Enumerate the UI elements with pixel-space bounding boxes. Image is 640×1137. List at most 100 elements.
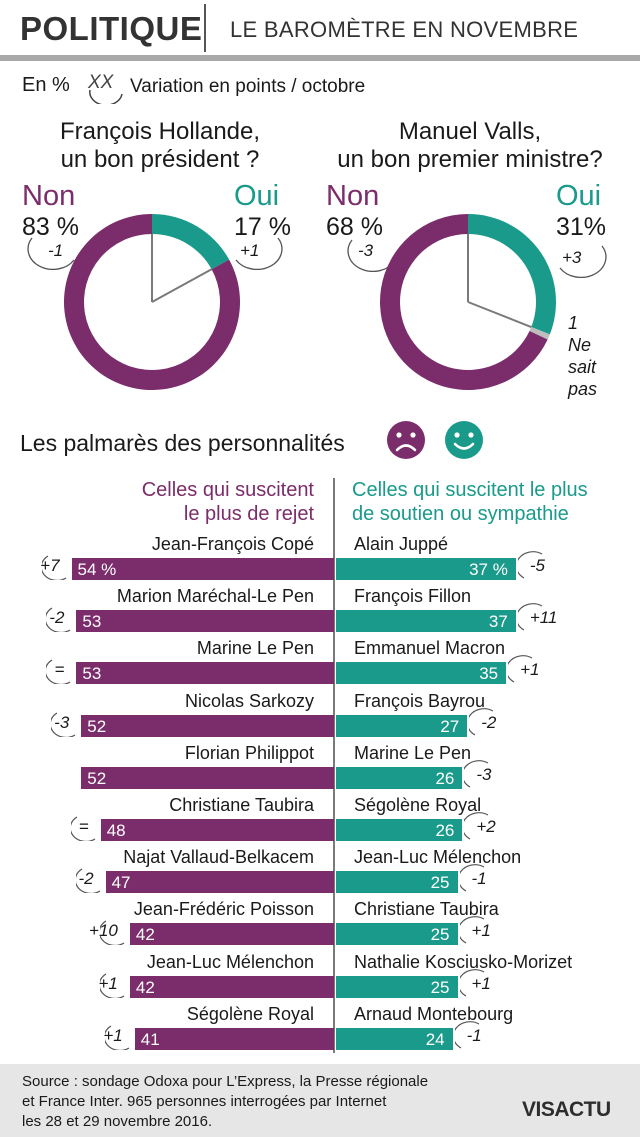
valls-question: Manuel Valls, un bon premier ministre? [330, 118, 610, 174]
right-bar [336, 871, 458, 894]
hollande-non-change: -1 [48, 241, 64, 260]
right-bar [336, 714, 468, 737]
hollande-non-label: Non [22, 180, 76, 212]
hollande-oui-value: 17 % [234, 213, 291, 241]
valls-non-value: 68 % [326, 213, 383, 241]
left-bar-label: 53 [82, 612, 102, 632]
left-bar [134, 1027, 334, 1050]
right-name: Emmanuel Macron [354, 638, 506, 659]
left-change: -2 [49, 608, 65, 628]
right-bar [336, 1027, 453, 1050]
left-change-arc [99, 973, 125, 998]
left-name: Marion Maréchal-Le Pen [116, 586, 314, 607]
right-bar-label: 26 [435, 821, 455, 840]
left-bar-label: 47 [111, 873, 131, 893]
right-change-arc [517, 603, 543, 631]
left-bar-label: 48 [106, 821, 126, 840]
right-change: +1 [520, 660, 540, 680]
right-change-arc [459, 916, 484, 944]
left-change-arc [75, 868, 100, 894]
valls-ns-line3: pas [568, 379, 598, 399]
right-change: +11 [529, 608, 558, 628]
left-bar [76, 662, 334, 685]
right-name: Alain Juppé [354, 534, 449, 554]
left-change: +10 [89, 921, 118, 941]
right-bar [336, 662, 507, 685]
hollande-oui-arc [235, 237, 283, 270]
right-bar [336, 610, 516, 633]
right-change-arc [459, 864, 484, 892]
left-change: +1 [103, 1025, 123, 1045]
source-line3: les 28 et 29 novembre 2016. [22, 1113, 213, 1130]
right-bar [336, 819, 463, 841]
left-bar [105, 871, 334, 894]
right-change-arc [464, 759, 489, 788]
valls-question-line2: un bon premier ministre? [337, 146, 603, 173]
right-change: +2 [476, 817, 496, 836]
valls-separator-line-1 [467, 301, 532, 328]
right-change: -2 [481, 712, 497, 732]
left-change-arc [46, 607, 71, 633]
right-bar-label: 27 [440, 716, 460, 736]
left-change-arc [104, 1025, 130, 1050]
hollande-question-line2: un bon président ? [60, 146, 260, 173]
right-name: Nathalie Kosciusko-Morizet [354, 951, 573, 972]
right-name: Arnaud Montebourg [354, 1003, 514, 1024]
valls-oui-value: 31% [556, 213, 607, 241]
left-change-arc [70, 816, 96, 841]
header-separator [204, 4, 206, 52]
right-bar-label: 35 [479, 664, 499, 684]
right-change: +1 [471, 973, 491, 993]
left-name: Jean-Luc Mélenchon [146, 951, 314, 972]
left-name: Florian Philippot [184, 742, 314, 763]
right-bar-label: 25 [430, 873, 450, 893]
hollande-oui-label: Oui [234, 180, 280, 212]
left-bar-label: 42 [135, 977, 155, 997]
left-column-heading: Celles qui suscitent le plus de rejet [142, 478, 314, 526]
right-bar-label: 25 [430, 977, 450, 997]
hollande-question-line1: François Hollande, [59, 118, 261, 145]
valls-ns-line2: sait [568, 357, 597, 377]
right-bar-label: 37 % [469, 560, 508, 579]
right-change-arc [508, 655, 533, 683]
right-bar [336, 923, 458, 946]
right-column-heading: Celles qui suscitent le plus de soutien … [352, 478, 588, 526]
palmares-title: Les palmarès des personnalités [20, 430, 345, 456]
left-change: +7 [40, 556, 60, 575]
left-change: -2 [78, 869, 94, 889]
right-name: Marine Le Pen [354, 742, 472, 763]
valls-ne-sait-pas: 1 Ne sait pas [568, 312, 597, 400]
sad-face-icon [387, 421, 425, 459]
right-change: -5 [529, 556, 545, 575]
left-change-arc [99, 920, 125, 946]
hollande-donut [63, 214, 240, 390]
right-heading-line2: de soutien ou sympathie [352, 503, 569, 525]
left-bar-label: 52 [87, 716, 107, 736]
right-bar-label: 25 [430, 925, 450, 945]
right-change: -3 [476, 764, 492, 784]
source-note: Source : sondage Odoxa pour L’Express, l… [22, 1072, 492, 1132]
right-change-arc [469, 707, 494, 736]
right-name: Ségolène Royal [354, 795, 482, 815]
valls-oui-label: Oui [556, 180, 602, 212]
left-bar [100, 819, 334, 841]
left-change: = [78, 817, 89, 836]
visactu-logo: VISACTU [522, 1098, 611, 1121]
right-change: +1 [471, 921, 491, 941]
left-name: Jean-François Copé [151, 534, 314, 554]
happy-face-icon [445, 421, 483, 459]
left-name: Christiane Taubira [169, 795, 314, 815]
left-bar-label: 42 [135, 925, 155, 945]
left-change-arc [46, 659, 71, 685]
left-name: Ségolène Royal [186, 1003, 314, 1024]
right-bar-label: 37 [488, 612, 508, 632]
left-bar-label: 52 [87, 768, 107, 788]
left-heading-line2: le plus de rejet [183, 503, 314, 525]
legend-unit: En % [22, 74, 70, 96]
left-bar-label: 41 [140, 1029, 160, 1049]
left-bar [81, 714, 334, 737]
right-bar-label: 26 [435, 768, 455, 788]
right-change-arc [454, 1020, 479, 1049]
left-name: Nicolas Sarkozy [184, 690, 314, 711]
valls-slice-ne-sait-pas [529, 327, 550, 340]
